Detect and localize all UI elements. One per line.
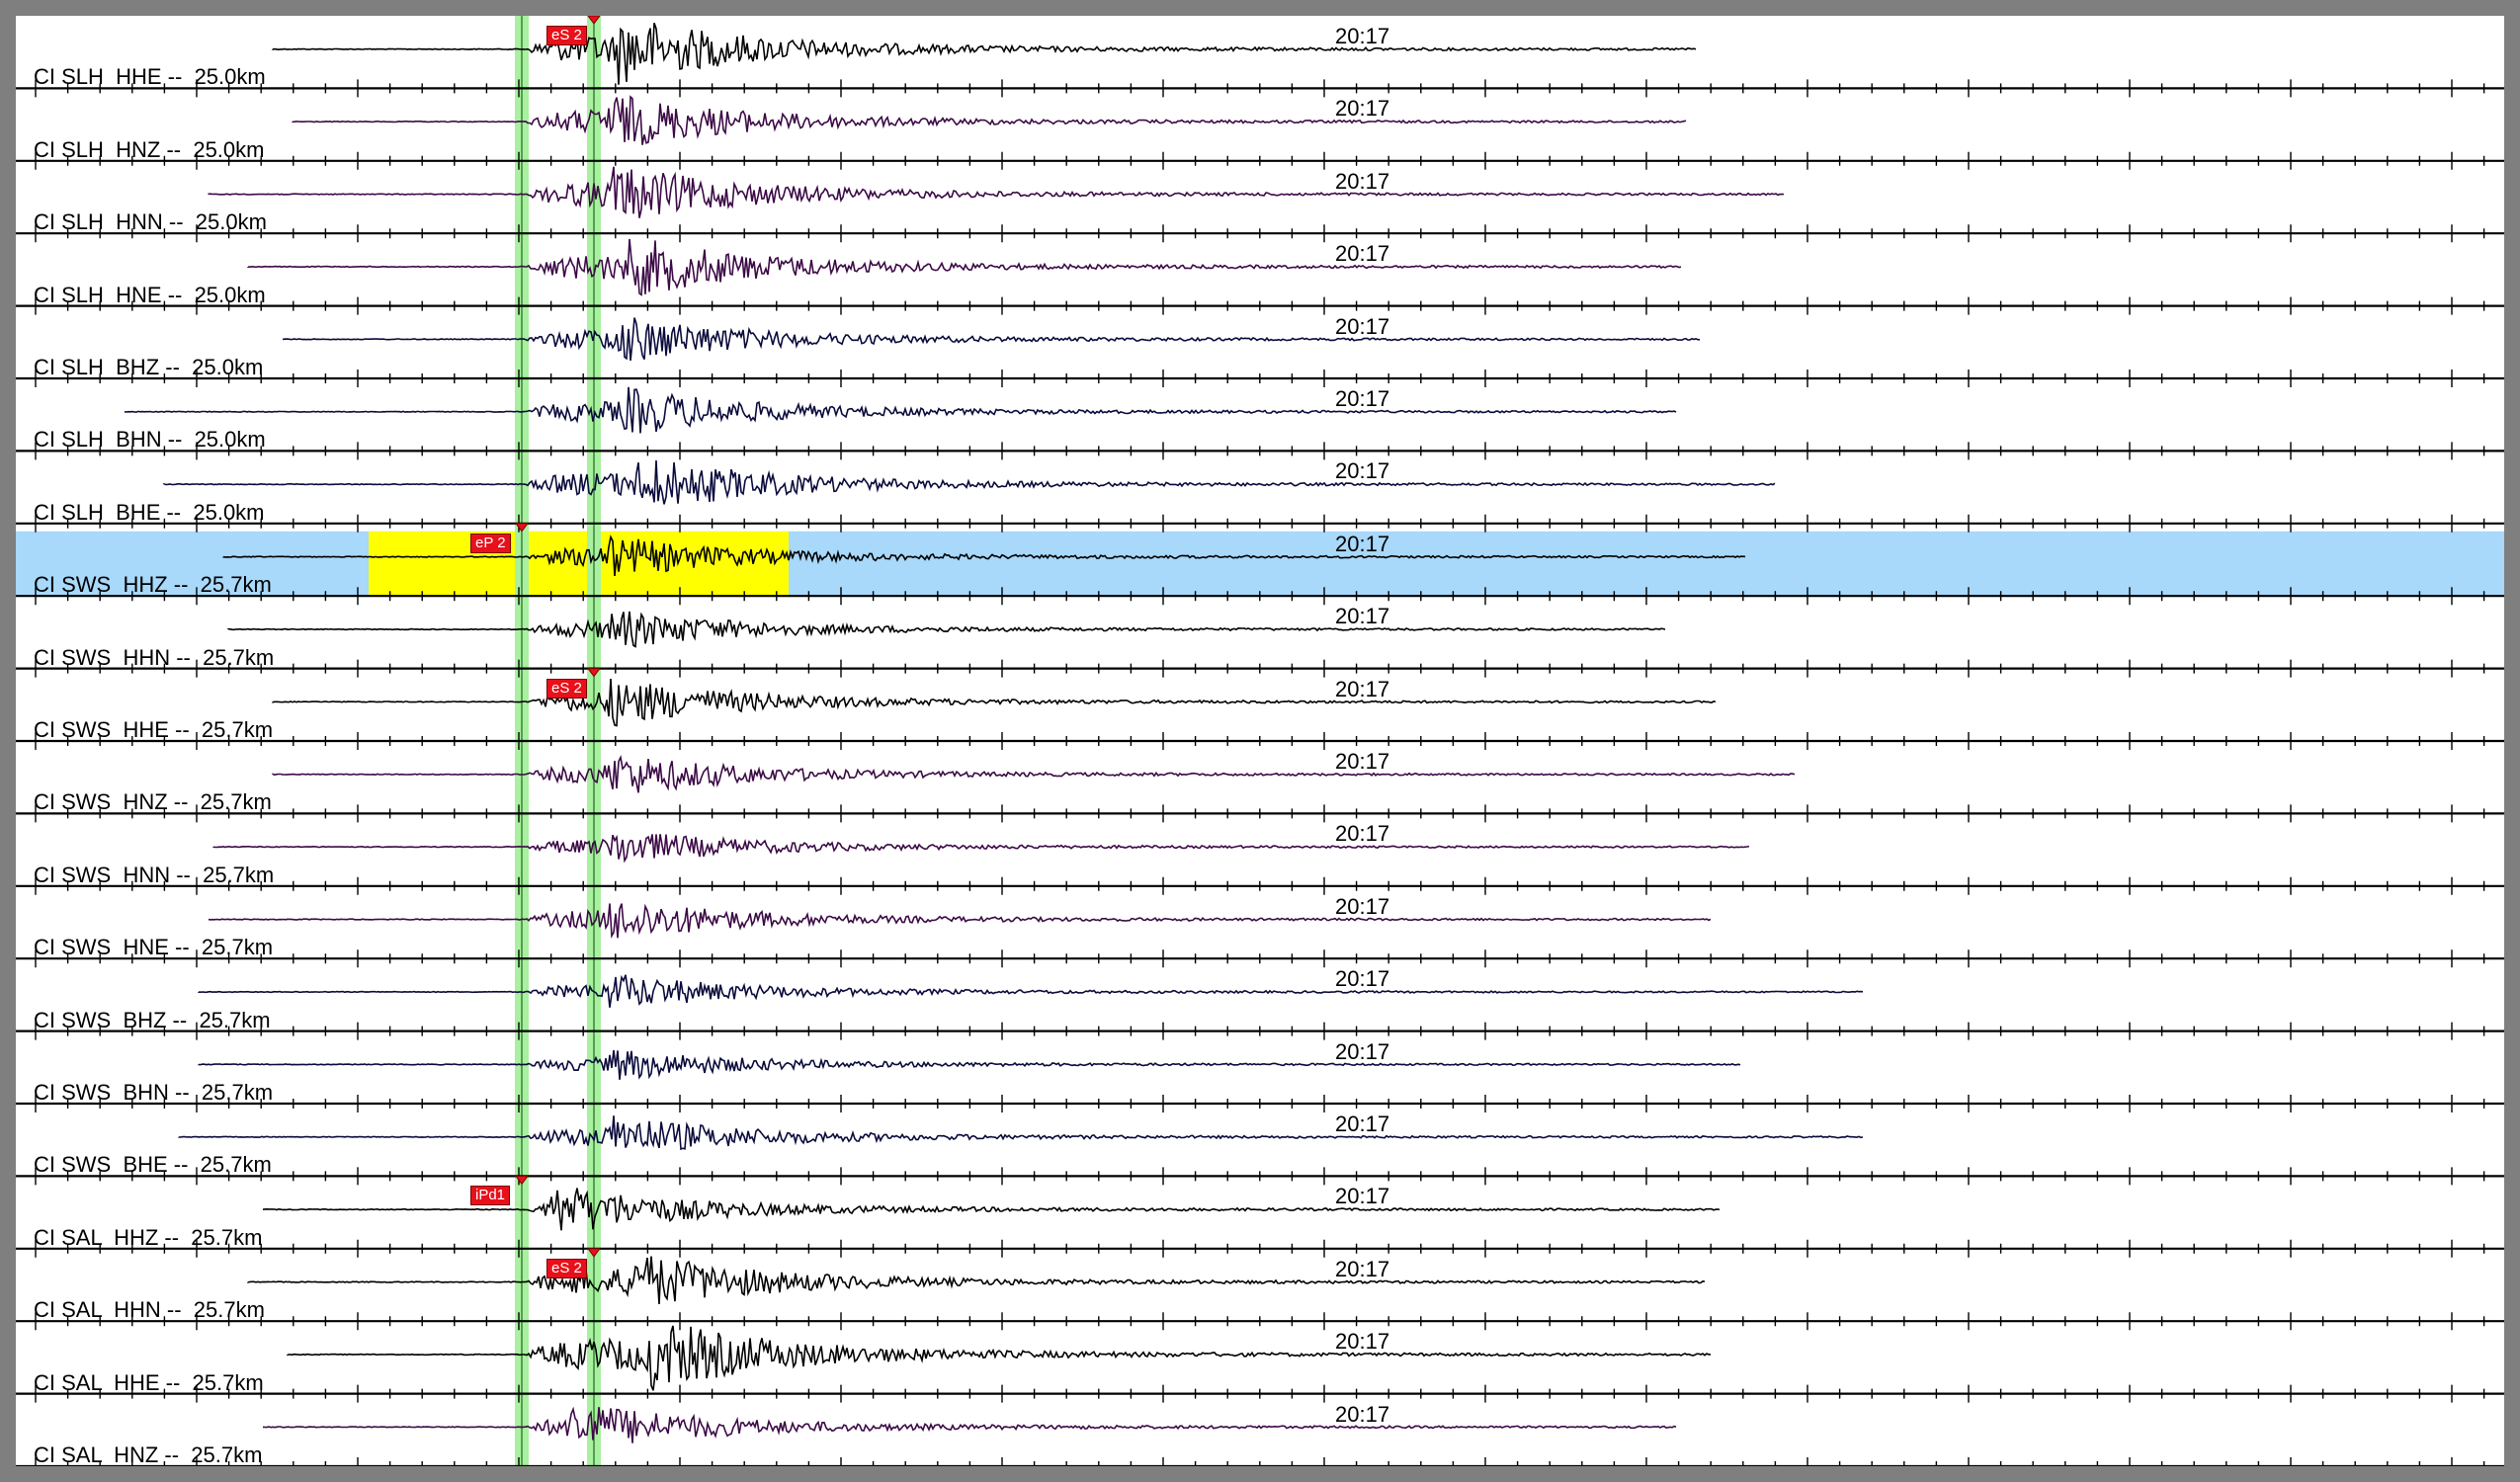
pick-marker <box>587 1248 601 1258</box>
waveform-trace <box>208 166 1785 218</box>
row-axis-ticks <box>35 1167 2485 1186</box>
channel-label[interactable]: CI SWS HHE -- 25.7km <box>34 717 274 742</box>
phase-pick-flag[interactable]: eS 2 <box>546 26 587 45</box>
time-label: 20:17 <box>1335 241 1390 267</box>
time-label: 20:17 <box>1335 604 1390 629</box>
row-axis-ticks <box>35 151 2485 170</box>
row-axis-ticks <box>35 514 2485 533</box>
waveform-trace <box>272 22 1697 85</box>
row-axis-ticks <box>35 949 2485 968</box>
time-label: 20:17 <box>1335 24 1390 48</box>
time-label: 20:17 <box>1335 676 1390 701</box>
channel-label[interactable]: CI SWS HNZ -- 25.7km <box>34 789 272 815</box>
time-label: 20:17 <box>1335 1184 1390 1209</box>
waveform-trace <box>247 238 1682 296</box>
waveform-trace <box>212 834 1750 864</box>
waveform-trace <box>262 1406 1677 1443</box>
time-label: 20:17 <box>1335 821 1390 847</box>
waveform-canvas[interactable] <box>16 16 2504 1466</box>
channel-label[interactable]: CI SWS HNE -- 25.7km <box>34 935 274 960</box>
time-label: 20:17 <box>1335 966 1390 992</box>
waveform-trace <box>262 1188 1721 1231</box>
waveform-trace <box>282 317 1701 362</box>
waveform-trace <box>227 611 1666 648</box>
row-axis-ticks <box>35 1022 2485 1040</box>
channel-label[interactable]: CI SLH HNE -- 25.0km <box>34 282 266 307</box>
waveform-viewer[interactable]: CI SLH HHE -- 25.0km 20:17 CI SLH HNZ -- 2… <box>16 16 2504 1466</box>
channel-label[interactable]: CI SAL HNZ -- 25.7km <box>34 1442 263 1466</box>
row-axis-ticks <box>35 370 2485 387</box>
channel-label[interactable]: CI SWS HHZ -- 25.7km <box>34 572 272 598</box>
pick-marker <box>587 668 601 678</box>
time-label: 20:17 <box>1335 386 1390 411</box>
waveform-trace <box>272 679 1717 727</box>
waveform-trace <box>163 460 1776 505</box>
time-window-highlight <box>369 531 789 597</box>
row-axis-ticks <box>35 1457 2485 1466</box>
phase-pick-flag[interactable]: iPd1 <box>470 1186 511 1206</box>
time-label: 20:17 <box>1335 313 1390 339</box>
channel-label[interactable]: CI SLH BHN -- 25.0km <box>34 427 266 453</box>
waveform-trace <box>287 1325 1711 1391</box>
row-axis-ticks <box>35 442 2485 460</box>
row-axis-ticks <box>35 1312 2485 1331</box>
row-axis-ticks <box>35 732 2485 750</box>
waveform-trace <box>208 903 1712 939</box>
pick-marker <box>515 1175 529 1186</box>
waveform-trace <box>198 1049 1741 1080</box>
time-label: 20:17 <box>1335 1256 1390 1281</box>
channel-label[interactable]: CI SWS HNN -- 25.7km <box>34 862 275 887</box>
row-axis-ticks <box>35 876 2485 895</box>
row-axis-ticks <box>35 587 2485 606</box>
waveform-trace <box>292 95 1687 145</box>
channel-label[interactable]: CI SLH HNZ -- 25.0km <box>34 136 265 162</box>
row-axis-ticks <box>35 1095 2485 1112</box>
waveform-trace <box>272 755 1796 793</box>
pick-marker <box>515 523 529 533</box>
time-label: 20:17 <box>1335 749 1390 774</box>
phase-pick-flag[interactable]: eS 2 <box>546 678 587 699</box>
channel-label[interactable]: CI SLH BHZ -- 25.0km <box>34 355 264 379</box>
phase-pick-flag[interactable]: eS 2 <box>546 1258 587 1278</box>
channel-label[interactable]: CI SWS BHZ -- 25.7km <box>34 1007 271 1032</box>
row-axis-ticks <box>35 296 2485 315</box>
waveform-trace <box>198 974 1864 1008</box>
channel-label[interactable]: CI SLH HNN -- 25.0km <box>34 209 267 235</box>
time-label: 20:17 <box>1335 1401 1390 1427</box>
row-axis-ticks <box>35 659 2485 678</box>
time-label: 20:17 <box>1335 1329 1390 1355</box>
channel-label[interactable]: CI SWS HHN -- 25.7km <box>34 644 275 670</box>
time-label: 20:17 <box>1335 168 1390 194</box>
channel-label[interactable]: CI SLH HHE -- 25.0km <box>34 64 266 90</box>
row-axis-ticks <box>35 79 2485 98</box>
channel-label[interactable]: CI SLH BHE -- 25.0km <box>34 499 265 525</box>
time-label: 20:17 <box>1335 96 1390 122</box>
row-axis-ticks <box>35 1384 2485 1403</box>
channel-label[interactable]: CI SAL HHZ -- 25.7km <box>34 1224 263 1250</box>
channel-label[interactable]: CI SAL HHE -- 25.7km <box>34 1369 264 1395</box>
time-label: 20:17 <box>1335 458 1390 484</box>
channel-label[interactable]: CI SWS BHE -- 25.7km <box>34 1152 272 1178</box>
time-label: 20:17 <box>1335 1038 1390 1064</box>
waveform-trace <box>222 535 1745 576</box>
phase-pick-flag[interactable]: eP 2 <box>470 533 511 553</box>
waveform-trace <box>178 1115 1864 1151</box>
row-axis-ticks <box>35 1239 2485 1258</box>
channel-label[interactable]: CI SWS BHN -- 25.7km <box>34 1080 274 1105</box>
time-label: 20:17 <box>1335 1112 1390 1136</box>
pick-marker <box>587 16 601 25</box>
time-label: 20:17 <box>1335 531 1390 556</box>
channel-label[interactable]: CI SAL HHN -- 25.7km <box>34 1297 265 1323</box>
waveform-trace <box>247 1256 1706 1305</box>
row-axis-ticks <box>35 804 2485 823</box>
row-axis-ticks <box>35 224 2485 243</box>
time-label: 20:17 <box>1335 893 1390 919</box>
waveform-trace <box>124 386 1677 434</box>
